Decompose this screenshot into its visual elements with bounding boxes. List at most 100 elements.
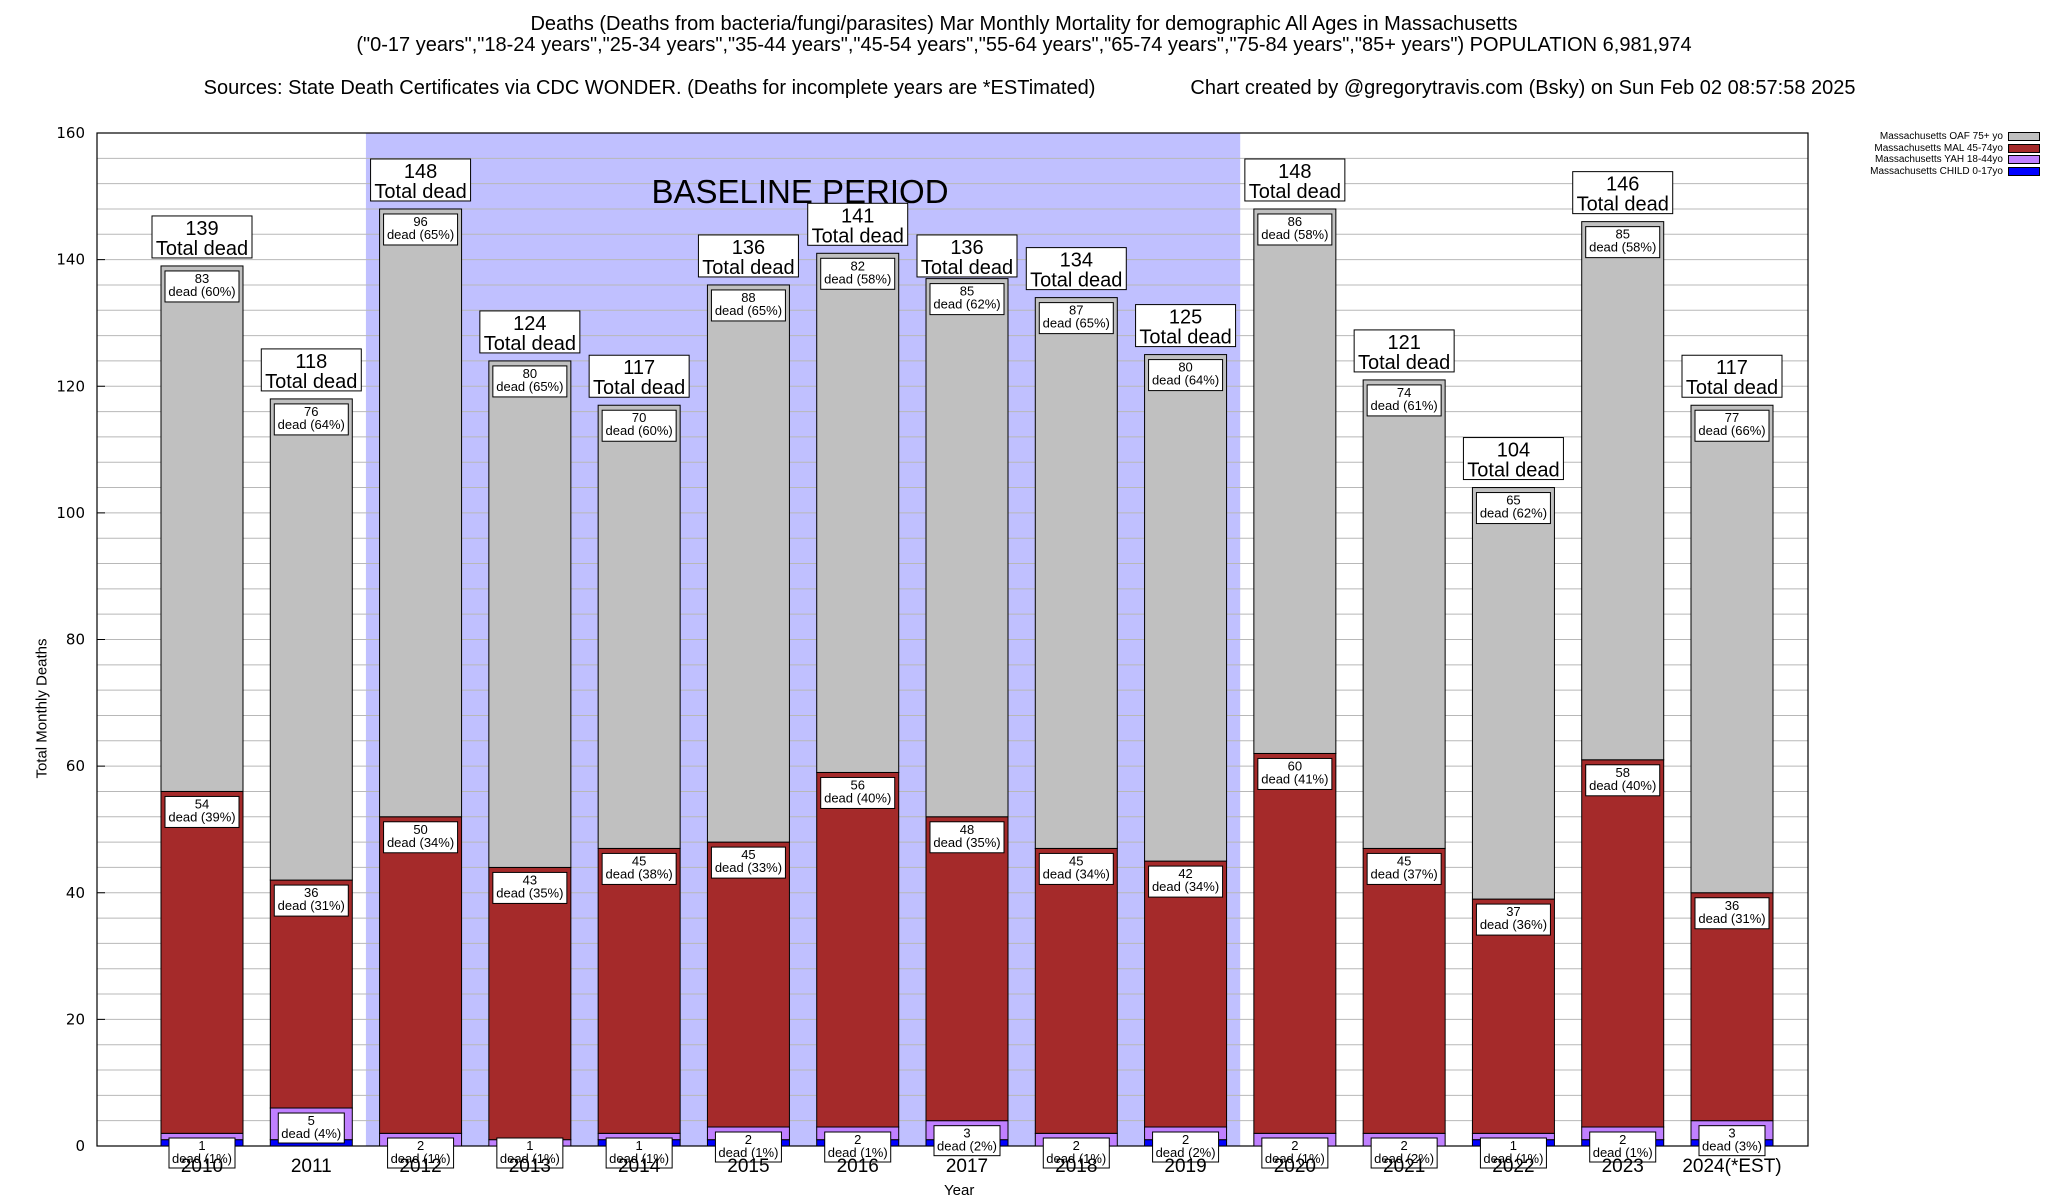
total-label-text: Total dead bbox=[1030, 270, 1122, 292]
yah-label-value: 2 bbox=[1401, 1138, 1408, 1153]
legend-item: Massachusetts CHILD 0-17yo bbox=[1840, 166, 2045, 178]
bar-segment bbox=[597, 404, 681, 849]
bar-segment bbox=[1471, 487, 1555, 900]
yah-label-text: dead (1%) bbox=[718, 1145, 778, 1160]
mal-label-value: 45 bbox=[1069, 853, 1083, 868]
oaf-label-text: dead (66%) bbox=[1698, 423, 1765, 438]
oaf-label-value: 87 bbox=[1069, 303, 1083, 318]
yah-label-value: 2 bbox=[1182, 1132, 1189, 1147]
yah-label-value: 2 bbox=[745, 1132, 752, 1147]
total-label-value: 136 bbox=[950, 237, 983, 259]
legend-item: Massachusetts MAL 45-74yo bbox=[1840, 143, 2045, 155]
y-tick-label: 60 bbox=[66, 757, 85, 775]
x-tick-label: 2010 bbox=[181, 1156, 223, 1177]
mal-label-text: dead (33%) bbox=[715, 860, 782, 875]
yah-label-value: 1 bbox=[1510, 1138, 1517, 1153]
x-tick-label: 2019 bbox=[1164, 1156, 1206, 1177]
bar-segment bbox=[269, 398, 353, 881]
oaf-label-value: 82 bbox=[850, 258, 864, 273]
mal-label-value: 45 bbox=[632, 853, 646, 868]
mal-label-value: 58 bbox=[1615, 765, 1629, 780]
mal-label-box bbox=[1366, 852, 1442, 885]
x-tick-label: 2021 bbox=[1383, 1156, 1425, 1177]
x-tick-label: 2024(*EST) bbox=[1682, 1156, 1781, 1177]
bar-segment bbox=[925, 816, 1009, 1122]
total-label-box bbox=[1572, 171, 1674, 215]
mal-label-text: dead (41%) bbox=[1261, 771, 1328, 786]
yah-label-text: dead (1%) bbox=[500, 1151, 560, 1166]
total-label-value: 125 bbox=[1169, 307, 1202, 329]
mal-label-box bbox=[929, 821, 1005, 854]
yah-label-text: dead (2%) bbox=[1156, 1145, 1216, 1160]
total-label-value: 148 bbox=[404, 161, 437, 183]
yah-label-value: 1 bbox=[526, 1138, 533, 1153]
oaf-label-value: 85 bbox=[1615, 227, 1629, 242]
total-label-text: Total dead bbox=[1467, 460, 1559, 482]
yah-label-value: 2 bbox=[1619, 1132, 1626, 1147]
total-label-box bbox=[479, 310, 581, 354]
total-label-value: 134 bbox=[1060, 250, 1093, 272]
chart-title: Deaths (Deaths from bacteria/fungi/paras… bbox=[530, 13, 1518, 35]
total-label-box bbox=[1353, 329, 1455, 373]
mal-label-value: 45 bbox=[741, 847, 755, 862]
bar-segment bbox=[1690, 404, 1774, 894]
total-label-value: 141 bbox=[841, 205, 874, 227]
x-tick-label: 2015 bbox=[727, 1156, 769, 1177]
mal-label-value: 36 bbox=[304, 885, 318, 900]
total-label-box bbox=[1244, 158, 1346, 202]
total-label-box bbox=[151, 215, 253, 259]
legend-item: Massachusetts OAF 75+ yo bbox=[1840, 131, 2045, 143]
legend-label: Massachusetts CHILD 0-17yo bbox=[1870, 165, 2003, 177]
yah-label-box bbox=[1042, 1137, 1110, 1169]
oaf-label-box bbox=[1366, 384, 1442, 417]
total-label-text: Total dead bbox=[702, 257, 794, 279]
bar-segment bbox=[1362, 379, 1446, 849]
total-label-box bbox=[1025, 247, 1127, 291]
x-tick-label: 2018 bbox=[1055, 1156, 1097, 1177]
total-label-text: Total dead bbox=[812, 225, 904, 247]
x-axis-label: Year bbox=[944, 1182, 975, 1199]
yah-label-value: 3 bbox=[1728, 1126, 1735, 1141]
bar-segment bbox=[269, 879, 353, 1109]
legend-label: Massachusetts MAL 45-74yo bbox=[1874, 142, 2003, 154]
oaf-label-value: 80 bbox=[523, 366, 537, 381]
mal-label-value: 43 bbox=[523, 872, 537, 887]
total-label-text: Total dead bbox=[1358, 352, 1450, 374]
mal-label-value: 36 bbox=[1725, 898, 1739, 913]
mal-label-text: dead (34%) bbox=[1043, 866, 1110, 881]
mal-label-box bbox=[601, 852, 677, 885]
oaf-label-value: 77 bbox=[1725, 410, 1739, 425]
total-label-value: 117 bbox=[623, 357, 655, 379]
total-label-value: 118 bbox=[295, 351, 327, 373]
yah-label-text: dead (1%) bbox=[828, 1145, 888, 1160]
oaf-label-value: 65 bbox=[1506, 493, 1520, 508]
y-tick-label: 20 bbox=[66, 1010, 85, 1028]
bar-segment bbox=[1690, 892, 1774, 1122]
total-label-text: Total dead bbox=[484, 333, 576, 355]
oaf-label-value: 96 bbox=[413, 214, 427, 229]
bar-segment bbox=[1362, 847, 1446, 1134]
mal-label-box bbox=[164, 795, 240, 828]
total-label-value: 148 bbox=[1278, 161, 1311, 183]
yah-label-text: dead (1%) bbox=[1593, 1145, 1653, 1160]
yah-label-text: dead (4%) bbox=[281, 1126, 341, 1141]
bar-segment bbox=[488, 360, 572, 868]
yah-label-value: 1 bbox=[198, 1138, 205, 1153]
oaf-label-text: dead (60%) bbox=[168, 284, 235, 299]
chart-subtitle: ("0-17 years","18-24 years","25-34 years… bbox=[356, 34, 1692, 56]
bar-segment bbox=[706, 841, 790, 1128]
yah-label-text: dead (1%) bbox=[172, 1151, 232, 1166]
mal-label-text: dead (40%) bbox=[824, 790, 891, 805]
total-label-text: Total dead bbox=[1139, 327, 1231, 349]
yah-label-value: 2 bbox=[1291, 1138, 1298, 1153]
bar-segment bbox=[1581, 759, 1665, 1128]
oaf-label-box bbox=[1148, 359, 1224, 392]
total-label-value: 139 bbox=[185, 218, 218, 240]
mal-label-value: 54 bbox=[195, 796, 209, 811]
yah-label-value: 2 bbox=[1073, 1138, 1080, 1153]
total-label-box bbox=[1135, 304, 1237, 348]
credit-text: Chart created by @gregorytravis.com (Bsk… bbox=[1190, 77, 1856, 99]
oaf-label-box bbox=[492, 365, 568, 398]
yah-label-box bbox=[824, 1131, 892, 1163]
bar-segment bbox=[488, 866, 572, 1141]
